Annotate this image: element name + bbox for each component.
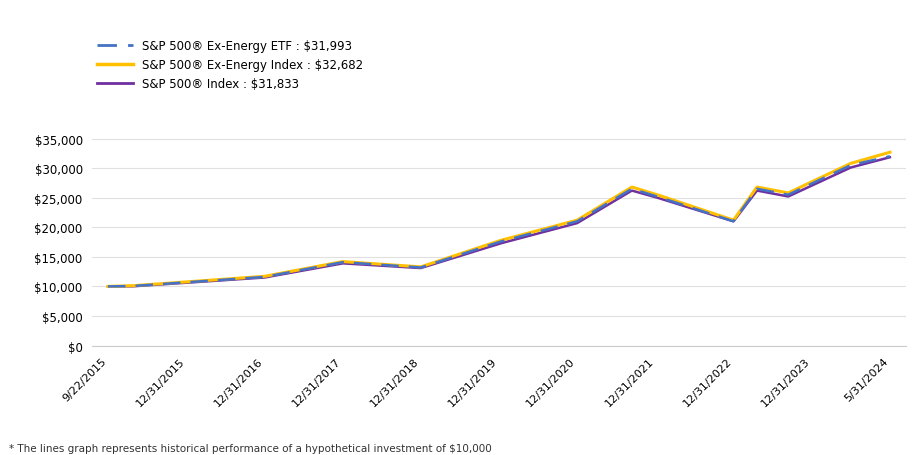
Text: * The lines graph represents historical performance of a hypothetical investment: * The lines graph represents historical … <box>9 443 492 453</box>
Legend: S&P 500® Ex-Energy ETF : $31,993, S&P 500® Ex-Energy Index : $32,682, S&P 500® I: S&P 500® Ex-Energy ETF : $31,993, S&P 50… <box>92 35 368 96</box>
